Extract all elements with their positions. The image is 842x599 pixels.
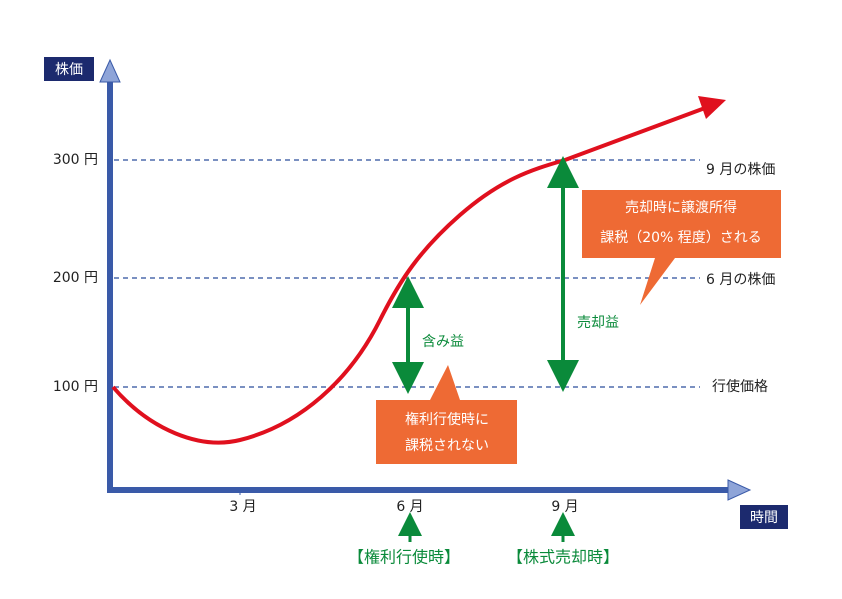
price-curve: [111, 106, 706, 445]
callout-text: 課税（20% 程度）される: [600, 230, 762, 246]
x-label-box: [740, 505, 788, 529]
level-label: 200 円: [53, 270, 98, 286]
level-note: 6 月の株価: [706, 272, 775, 288]
month-label: 3 月: [229, 499, 256, 515]
gain-label: 含み益: [422, 334, 464, 350]
y-label: 株価: [55, 62, 83, 78]
level-note: 行使価格: [712, 378, 768, 395]
month-label: 6 月: [396, 499, 423, 515]
callout-text: 権利行使時に: [405, 411, 489, 428]
level-label: 300 円: [53, 152, 98, 168]
event-label: 【権利行使時】: [348, 548, 460, 567]
y-label-box: [44, 57, 94, 81]
callout-text: 課税されない: [405, 438, 489, 454]
callout-text: 売却時に譲渡所得: [625, 199, 737, 216]
event-label: 【株式売却時】: [507, 548, 619, 567]
level-note: 9 月の株価: [706, 162, 775, 178]
curve-arrow: [698, 96, 726, 119]
gain-label: 売却益: [577, 315, 619, 331]
x-label: 時間: [750, 510, 778, 526]
level-label: 100 円: [53, 379, 98, 395]
x-arrow: [727, 479, 752, 501]
y-arrow: [99, 58, 121, 83]
callout: [376, 365, 517, 464]
callout: [582, 190, 781, 305]
month-label: 9 月: [551, 499, 578, 515]
